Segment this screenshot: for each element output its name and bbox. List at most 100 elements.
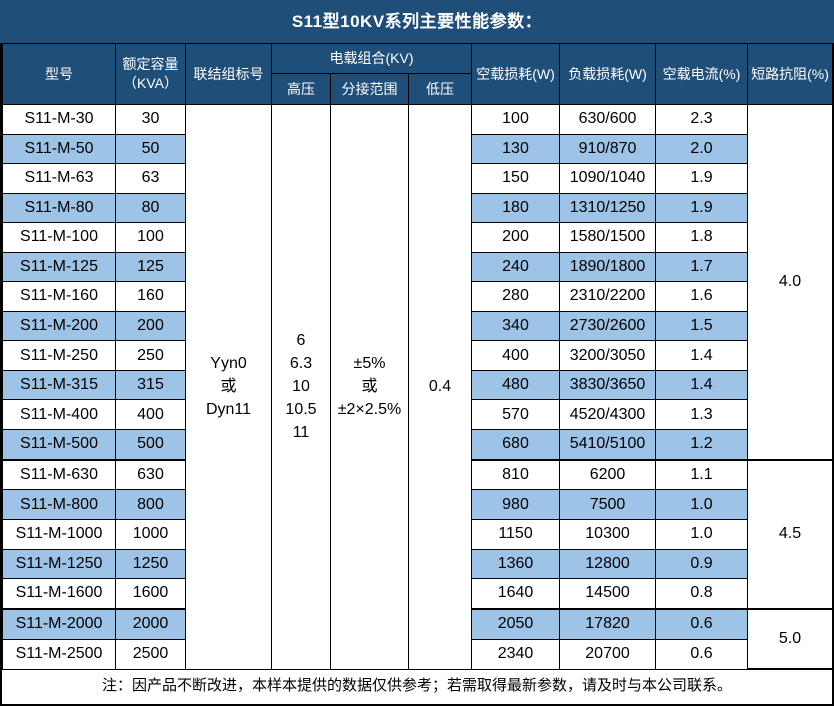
spec-table: 型号 额定容量 （KVA） 联结组标号 电载组合(KV) 空载损耗(W) 负载损…	[2, 43, 834, 671]
no-load-current-cell: 2.3	[655, 104, 749, 135]
no-load-current-cell: 0.6	[655, 638, 749, 670]
vector-group-cell-line: 或	[220, 378, 237, 396]
load-loss-cell: 2310/2200	[559, 281, 657, 312]
no-load-loss-cell: 980	[471, 489, 561, 520]
model-cell: S11-M-630	[2, 459, 116, 491]
header-capacity: 额定容量 （KVA）	[115, 43, 186, 105]
table-row: S11-M-800 800 980 7500 1.0	[2, 489, 833, 520]
capacity-cell: 200	[115, 310, 186, 342]
tap-range-cell-line: ±2×2.5%	[337, 401, 402, 419]
model-cell: S11-M-2000	[2, 608, 116, 640]
no-load-loss-cell: 810	[471, 459, 561, 491]
no-load-current-cell: 1.1	[655, 459, 749, 491]
tap-range-cell-line: ±5%	[353, 355, 386, 373]
model-cell: S11-M-315	[2, 369, 116, 401]
no-load-loss-cell: 200	[471, 222, 561, 253]
capacity-cell: 630	[115, 459, 186, 491]
header-no-load-loss: 空载损耗(W)	[471, 43, 561, 105]
no-load-loss-cell: 2340	[471, 638, 561, 670]
load-loss-cell: 1310/1250	[559, 192, 657, 224]
table-row: S11-M-500 500 680 5410/5100 1.2	[2, 428, 833, 461]
no-load-loss-cell: 240	[471, 251, 561, 283]
no-load-loss-cell: 150	[471, 163, 561, 194]
no-load-current-cell: 1.0	[655, 519, 749, 550]
no-load-loss-cell: 1360	[471, 548, 561, 580]
no-load-loss-cell: 2050	[471, 608, 561, 640]
no-load-current-cell: 1.5	[655, 310, 749, 342]
load-loss-cell: 3200/3050	[559, 340, 657, 371]
no-load-current-cell: 1.8	[655, 222, 749, 253]
no-load-loss-cell: 680	[471, 428, 561, 461]
capacity-cell: 63	[115, 163, 186, 194]
vector-group-cell-line: Dyn11	[205, 401, 252, 419]
header-vector-group: 联结组标号	[185, 43, 272, 105]
vector-group-cell-line: Yyn0	[210, 355, 247, 373]
capacity-cell: 125	[115, 251, 186, 283]
capacity-cell: 1250	[115, 548, 186, 580]
table-row: S11-M-2500 2500 2340 20700 0.6	[2, 638, 833, 670]
no-load-current-cell: 1.3	[655, 399, 749, 430]
load-loss-cell: 20700	[559, 638, 657, 670]
header-impedance: 短路抗阻(%)	[747, 43, 834, 105]
load-loss-cell: 17820	[559, 608, 657, 640]
capacity-cell: 160	[115, 281, 186, 312]
no-load-loss-cell: 1640	[471, 578, 561, 610]
model-cell: S11-M-400	[2, 399, 116, 430]
model-cell: S11-M-30	[2, 104, 116, 135]
no-load-current-cell: 1.4	[655, 340, 749, 371]
no-load-loss-cell: 480	[471, 369, 561, 401]
model-cell: S11-M-125	[2, 251, 116, 283]
table-row: S11-M-63 63 150 1090/1040 1.9	[2, 163, 833, 194]
no-load-loss-cell: 130	[471, 133, 561, 165]
footer-note: 注：因产品不断改进，本样本提供的数据仅供参考；若需取得最新参数，请及时与本公司联…	[2, 670, 832, 702]
load-loss-cell: 1580/1500	[559, 222, 657, 253]
tap-range-cell: ±5% 或 ±2×2.5%	[330, 104, 409, 670]
hv-cell-line: 11	[292, 424, 310, 442]
load-loss-cell: 6200	[559, 459, 657, 491]
no-load-current-cell: 0.9	[655, 548, 749, 580]
no-load-loss-cell: 340	[471, 310, 561, 342]
page-title: S11型10KV系列主要性能参数：	[0, 0, 834, 43]
load-loss-cell: 910/870	[559, 133, 657, 165]
header-capacity-line2: （KVA）	[123, 75, 178, 91]
table-row: S11-M-2000 2000 2050 17820 0.6 5.0	[2, 608, 834, 671]
load-loss-cell: 5410/5100	[559, 428, 657, 461]
header-model: 型号	[2, 43, 116, 105]
impedance-cell: 4.5	[747, 459, 834, 610]
model-cell: S11-M-100	[2, 222, 116, 253]
hv-cell-line: 10.5	[285, 401, 317, 419]
capacity-cell: 500	[115, 428, 186, 461]
load-loss-cell: 10300	[559, 519, 657, 550]
model-cell: S11-M-160	[2, 281, 116, 312]
no-load-current-cell: 1.6	[655, 281, 749, 312]
table-row: S11-M-50 50 130 910/870 2.0	[2, 133, 833, 165]
model-cell: S11-M-800	[2, 489, 116, 520]
capacity-cell: 80	[115, 192, 186, 224]
capacity-cell: 250	[115, 340, 186, 371]
capacity-cell: 400	[115, 399, 186, 430]
impedance-cell: 5.0	[747, 608, 834, 671]
table-row: S11-M-80 80 180 1310/1250 1.9	[2, 192, 833, 224]
capacity-cell: 50	[115, 133, 186, 165]
capacity-cell: 2500	[115, 638, 186, 670]
header-hv: 高压	[271, 73, 331, 105]
load-loss-cell: 3830/3650	[559, 369, 657, 401]
model-cell: S11-M-2500	[2, 638, 116, 670]
table-row: S11-M-1600 1600 1640 14500 0.8	[2, 578, 833, 610]
table-row: S11-M-1000 1000 1150 10300 1.0	[2, 519, 833, 550]
capacity-cell: 315	[115, 369, 186, 401]
load-loss-cell: 630/600	[559, 104, 657, 135]
hv-cell: 6 6.3 10 10.5 11	[271, 104, 331, 670]
load-loss-cell: 1090/1040	[559, 163, 657, 194]
load-loss-cell: 7500	[559, 489, 657, 520]
model-cell: S11-M-500	[2, 428, 116, 461]
model-cell: S11-M-1600	[2, 578, 116, 610]
tap-range-cell-line: 或	[361, 378, 378, 396]
load-loss-cell: 4520/4300	[559, 399, 657, 430]
load-loss-cell: 2730/2600	[559, 310, 657, 342]
table-row: S11-M-160 160 280 2310/2200 1.6	[2, 281, 833, 312]
no-load-current-cell: 1.4	[655, 369, 749, 401]
capacity-cell: 30	[115, 104, 186, 135]
hv-cell-line: 6	[296, 332, 306, 350]
